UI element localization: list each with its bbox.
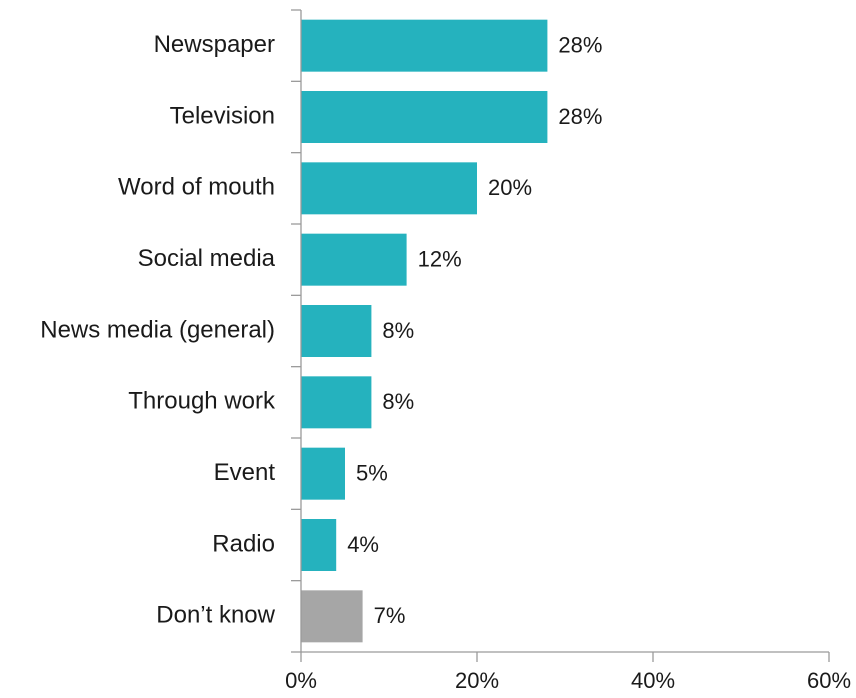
- x-tick-label: 60%: [807, 668, 851, 693]
- x-tick-label: 20%: [455, 668, 499, 693]
- bar: [301, 519, 337, 571]
- category-labels-group: Newspaper Television Word of mouth Social m…: [40, 31, 276, 629]
- value-label: 12%: [418, 246, 462, 271]
- bar: [301, 91, 548, 143]
- category-label: Social media: [138, 245, 276, 272]
- category-label: Newspaper: [154, 31, 275, 58]
- bar: [301, 162, 477, 215]
- bar: [301, 376, 372, 429]
- value-label: 8%: [382, 389, 414, 414]
- bar: [301, 447, 345, 500]
- category-label: Through work: [128, 388, 276, 415]
- value-label: 4%: [347, 532, 379, 557]
- value-labels-group: 28% 28% 20% 12% 8% 8% 5% 4% 7%: [347, 32, 602, 628]
- category-label: Word of mouth: [118, 174, 275, 201]
- bars-group: [301, 19, 548, 643]
- value-label: 28%: [558, 32, 602, 57]
- axes-group: 0% 20% 40% 60%: [285, 9, 851, 693]
- value-label: 28%: [558, 104, 602, 129]
- category-label: Don’t know: [156, 602, 275, 629]
- value-label: 20%: [488, 175, 532, 200]
- category-label: Television: [170, 102, 275, 129]
- category-label: Event: [214, 459, 276, 486]
- value-label: 8%: [382, 318, 414, 343]
- category-label: Radio: [212, 530, 275, 557]
- value-label: 5%: [356, 460, 388, 485]
- bar: [301, 305, 372, 357]
- x-tick-label: 40%: [631, 668, 675, 693]
- x-tick-label: 0%: [285, 668, 317, 693]
- category-label: News media (general): [40, 316, 275, 343]
- bar: [301, 19, 548, 72]
- bar: [301, 590, 363, 643]
- bar: [301, 233, 407, 286]
- value-label: 7%: [374, 603, 406, 628]
